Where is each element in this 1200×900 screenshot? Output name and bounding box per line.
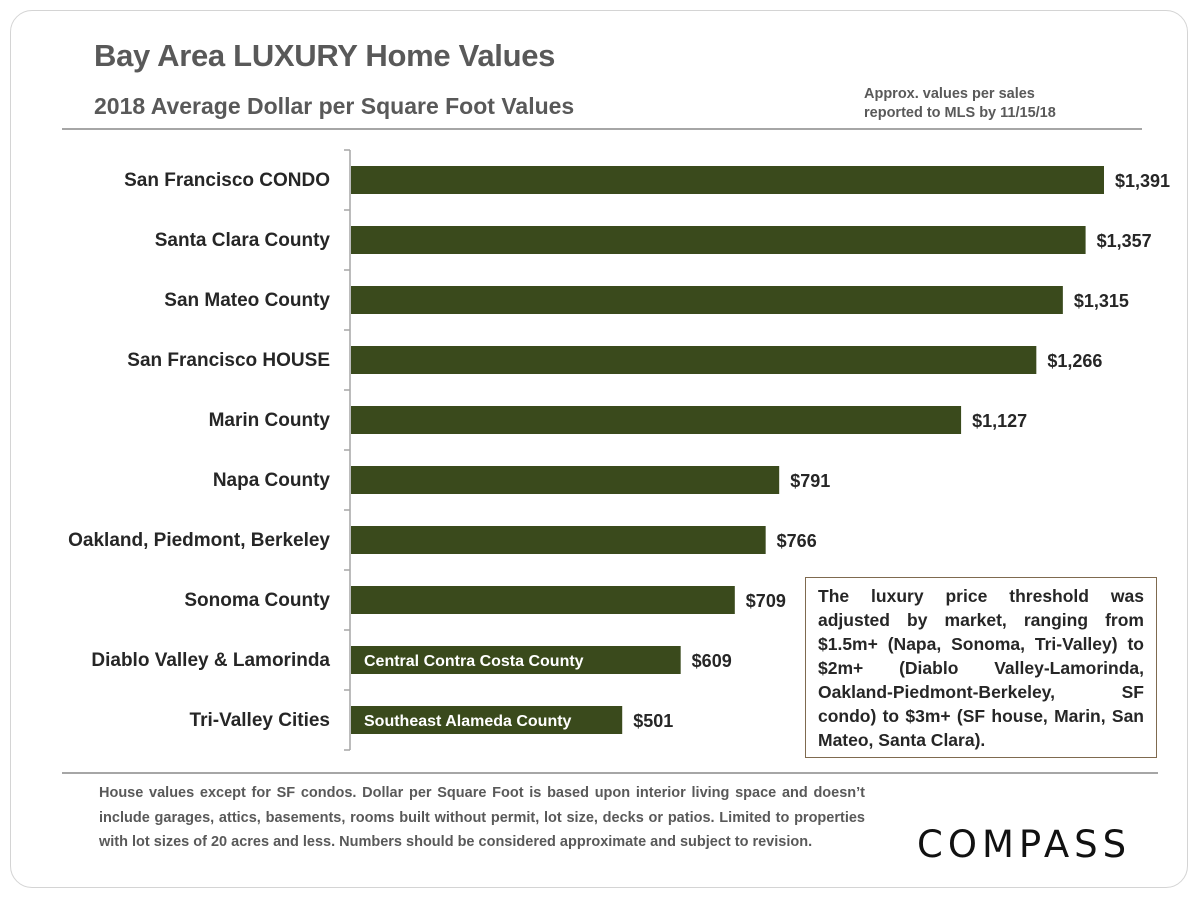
data-label: $501 bbox=[633, 711, 673, 731]
category-label: Sonoma County bbox=[184, 590, 330, 611]
bar bbox=[351, 226, 1086, 254]
category-label: San Francisco HOUSE bbox=[127, 350, 330, 371]
footer-note: House values except for SF condos. Dolla… bbox=[99, 785, 865, 850]
source-note-line2: reported to MLS by 11/15/18 bbox=[864, 105, 1056, 121]
bar bbox=[351, 706, 623, 734]
bar bbox=[351, 586, 735, 614]
bar-inner-label: Central Contra Costa County bbox=[364, 653, 584, 670]
header-divider bbox=[62, 128, 1142, 130]
footer-divider bbox=[62, 772, 1158, 774]
category-label: Diablo Valley & Lamorinda bbox=[91, 650, 330, 671]
bar bbox=[351, 646, 681, 674]
data-label: $766 bbox=[777, 531, 817, 551]
category-label: Oakland, Piedmont, Berkeley bbox=[68, 530, 330, 551]
bar bbox=[351, 166, 1104, 194]
bar bbox=[351, 346, 1037, 374]
data-label: $1,266 bbox=[1047, 351, 1102, 371]
chart-title: Bay Area LUXURY Home Values bbox=[94, 38, 556, 73]
data-label: $1,357 bbox=[1097, 231, 1152, 251]
data-label: $791 bbox=[790, 471, 830, 491]
bar bbox=[351, 526, 766, 554]
data-label: $609 bbox=[692, 651, 732, 671]
slide-card bbox=[10, 10, 1188, 888]
data-label: $1,315 bbox=[1074, 291, 1129, 311]
source-note: Approx. values per sales reported to MLS… bbox=[864, 85, 1056, 123]
threshold-callout: The luxury price threshold was adjusted … bbox=[805, 577, 1157, 758]
category-label: Marin County bbox=[209, 410, 331, 431]
compass-logo: COMPASS bbox=[917, 823, 1132, 866]
chart-subtitle: 2018 Average Dollar per Square Foot Valu… bbox=[94, 93, 575, 119]
category-label: San Mateo County bbox=[164, 290, 330, 311]
data-label: $1,391 bbox=[1115, 171, 1170, 191]
data-label: $1,127 bbox=[972, 411, 1027, 431]
category-label: Napa County bbox=[213, 470, 331, 491]
bar bbox=[351, 406, 962, 434]
category-label: San Francisco CONDO bbox=[124, 170, 330, 191]
bar bbox=[351, 466, 780, 494]
bar-inner-label: Southeast Alameda County bbox=[364, 713, 572, 730]
category-label: Tri-Valley Cities bbox=[190, 710, 330, 731]
category-label: Santa Clara County bbox=[155, 230, 331, 251]
bar bbox=[351, 286, 1063, 314]
data-label: $709 bbox=[746, 591, 786, 611]
source-note-line1: Approx. values per sales bbox=[864, 86, 1035, 102]
